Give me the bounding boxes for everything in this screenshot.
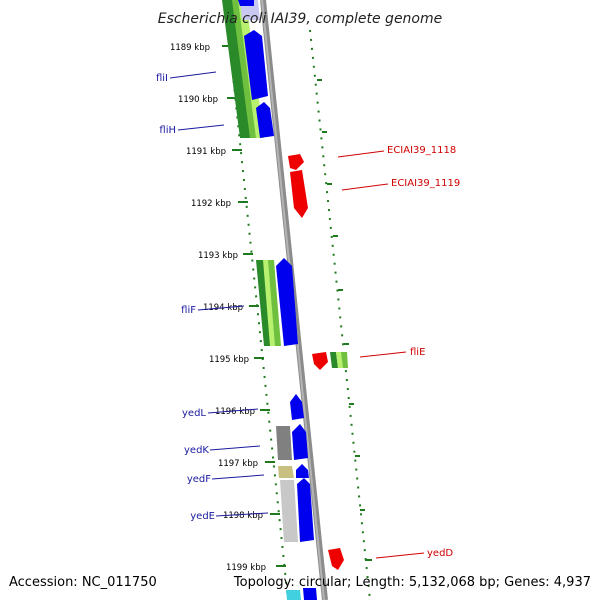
accession-text: Accession: NC_011750 <box>9 575 157 590</box>
gene-blue-arrow <box>296 464 309 478</box>
gene-blue-arrow <box>276 258 298 346</box>
gene-blue-arrow <box>290 394 304 420</box>
tick-label: 1196 kbp <box>215 407 255 417</box>
tick-label: 1190 kbp <box>178 95 218 105</box>
right-label-connectors <box>337 150 425 559</box>
gene-blue-top <box>238 0 254 6</box>
gene-red-arrow <box>290 170 308 218</box>
gene-red-yedD <box>328 548 344 570</box>
tick-label: 1191 kbp <box>186 147 226 157</box>
tick-label: 1195 kbp <box>209 355 249 365</box>
gene-gray-block <box>276 426 292 460</box>
tick-label: 1189 kbp <box>170 43 210 53</box>
gene-label-yedL: yedL <box>182 408 206 419</box>
gene-lightgray-block <box>280 480 298 542</box>
gene-label-fliE: fliE <box>410 347 425 358</box>
gene-blue-block <box>303 588 317 600</box>
inner-scale-dotted-line <box>309 29 371 600</box>
genome-summary-text: Topology: circular; Length: 5,132,068 bp… <box>233 575 591 590</box>
gene-label-fliI: fliI <box>156 73 168 84</box>
gene-block-bottom <box>286 588 317 600</box>
gene-green-stripe <box>341 352 348 368</box>
gene-label-yedF: yedF <box>187 474 211 485</box>
gene-label-yedE: yedE <box>190 511 215 522</box>
gene-blue-arrow <box>244 30 268 100</box>
tick-label: 1193 kbp <box>198 251 238 261</box>
gene-green-stripe <box>256 260 272 346</box>
tick-label: 1197 kbp <box>218 459 258 469</box>
inner-minor-ticks <box>317 79 372 561</box>
gene-label-fliF: fliF <box>181 305 196 316</box>
gene-block-fliI-fliH <box>222 0 274 138</box>
gene-block-fliE <box>312 352 348 370</box>
gene-label-fliH: fliH <box>159 125 176 136</box>
gene-green-stripe <box>222 0 252 138</box>
gene-blue-arrow <box>256 102 274 138</box>
gene-label-yedD: yedD <box>427 548 453 559</box>
gene-green-stripe <box>268 260 281 346</box>
genome-title: Escherichia coli IAI39, complete genome <box>158 11 443 27</box>
right-gene-labels: ECIAI39_1118 ECIAI39_1119 fliE yedD <box>387 145 460 559</box>
gene-khaki-block <box>278 466 294 478</box>
gene-label-ECIAI39_1118: ECIAI39_1118 <box>387 145 456 156</box>
gene-blue-arrow <box>292 424 308 460</box>
left-gene-labels: fliI fliH fliF yedL yedK yedF yedE <box>156 73 215 522</box>
gene-red-arrow <box>288 154 304 170</box>
tick-label: 1198 kbp <box>223 511 263 521</box>
gene-block-red-1118-1119 <box>288 154 308 218</box>
gene-red-arrow <box>312 352 328 370</box>
gene-cyan-block <box>286 590 301 600</box>
left-label-connectors <box>169 71 269 517</box>
gene-block-fliF <box>256 258 298 346</box>
gene-label-yedK: yedK <box>184 445 209 456</box>
gene-blue-arrow <box>297 478 314 542</box>
tick-label: 1192 kbp <box>191 199 231 209</box>
gene-green-stripe <box>330 352 338 368</box>
gene-block-yed <box>276 394 314 542</box>
tick-label: 1199 kbp <box>226 563 266 573</box>
gene-label-ECIAI39_1119: ECIAI39_1119 <box>391 178 460 189</box>
